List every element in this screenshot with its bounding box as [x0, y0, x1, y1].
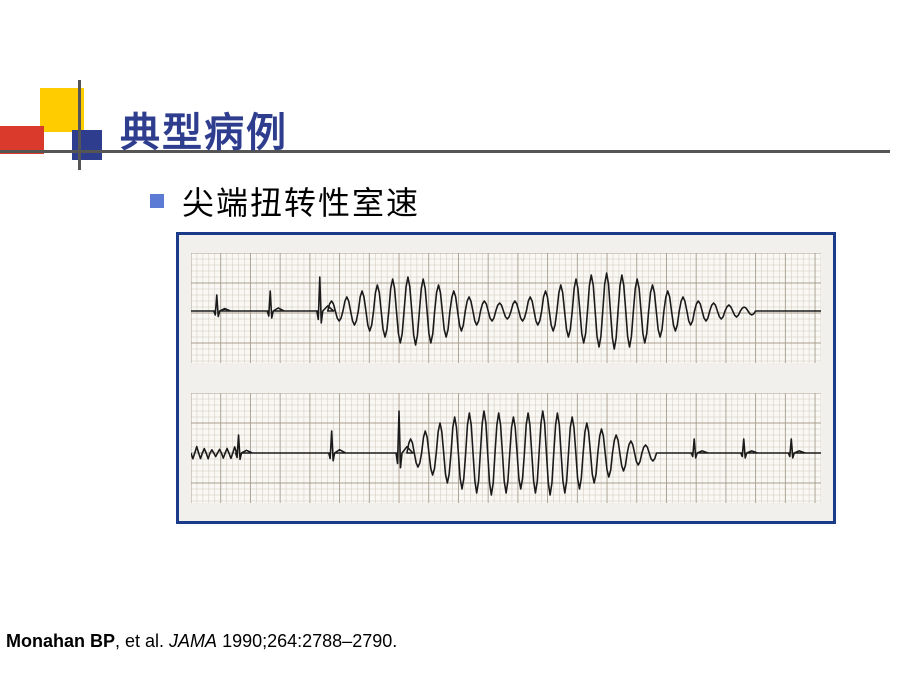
ecg-figure	[176, 232, 836, 524]
citation-journal: JAMA	[169, 631, 217, 651]
citation-tail: 1990;264:2788–2790.	[217, 631, 397, 651]
citation-middle: , et al.	[115, 631, 169, 651]
decor-vertical-line	[78, 80, 81, 170]
ecg-strip-1	[191, 253, 821, 363]
decor-square-blue	[72, 130, 102, 160]
bullet-marker-icon	[150, 194, 164, 208]
title-decor	[0, 88, 130, 168]
bullet-item: 尖端扭转性室速	[150, 178, 420, 224]
bullet-text: 尖端扭转性室速	[182, 178, 420, 224]
ecg-trace-1	[191, 253, 821, 363]
ecg-strip-2	[191, 393, 821, 503]
ecg-trace-2	[191, 393, 821, 503]
slide-title: 典型病例	[120, 100, 288, 158]
citation-author: Monahan BP	[6, 631, 115, 651]
citation: Monahan BP, et al. JAMA 1990;264:2788–27…	[6, 631, 397, 652]
